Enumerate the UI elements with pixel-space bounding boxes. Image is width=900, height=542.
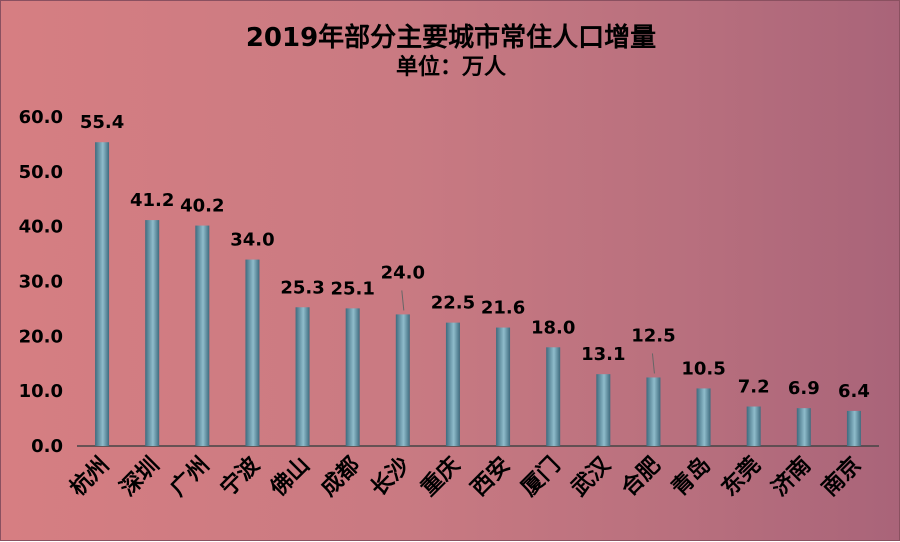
leader-line	[651, 353, 655, 374]
bar	[245, 259, 260, 446]
bar	[295, 307, 310, 446]
y-tick-label: 50.0	[19, 162, 63, 183]
bar	[696, 388, 711, 446]
bar	[646, 377, 661, 446]
x-tick-label: 重庆	[416, 452, 466, 502]
x-tick-label: 青岛	[666, 452, 716, 502]
bar	[746, 406, 761, 446]
x-tick-label: 长沙	[366, 453, 415, 502]
x-tick-label: 西安	[466, 452, 516, 502]
bar	[445, 322, 460, 446]
data-label: 12.5	[631, 325, 675, 346]
data-label: 41.2	[130, 190, 174, 211]
data-label: 7.2	[738, 377, 770, 398]
data-label: 13.1	[581, 344, 625, 365]
data-label: 18.0	[531, 317, 575, 338]
bar	[345, 308, 360, 446]
x-tick-label: 合肥	[616, 452, 666, 502]
x-tick-label: 佛山	[265, 453, 315, 503]
x-tick-label: 厦门	[516, 452, 566, 502]
x-tick-label: 广州	[165, 452, 215, 502]
bar	[846, 410, 861, 446]
data-label: 22.5	[431, 293, 475, 314]
bar	[796, 408, 811, 446]
x-tick-label: 武汉	[567, 452, 616, 501]
y-tick-label: 60.0	[19, 107, 63, 128]
x-tick-label: 杭州	[65, 452, 115, 502]
x-tick-label: 成都	[316, 453, 365, 502]
y-tick-label: 0.0	[31, 436, 63, 457]
y-tick-label: 10.0	[19, 381, 63, 402]
x-tick-label: 东莞	[716, 452, 766, 502]
data-label: 25.1	[330, 278, 374, 299]
bar	[395, 314, 410, 446]
bar	[546, 347, 561, 446]
data-label: 10.5	[681, 358, 725, 379]
data-label: 40.2	[180, 196, 224, 217]
bar	[496, 327, 511, 446]
data-label: 6.9	[788, 378, 820, 399]
x-tick-label: 南京	[817, 452, 867, 502]
data-label: 34.0	[230, 230, 274, 251]
bar	[95, 142, 110, 446]
chart-title: 2019年部分主要城市常住人口增量	[245, 23, 657, 53]
x-tick-label: 宁波	[215, 451, 265, 501]
bar	[145, 220, 160, 446]
bar	[195, 225, 210, 446]
chart-subtitle: 单位：万人	[395, 55, 506, 80]
bar	[596, 374, 611, 446]
y-tick-label: 40.0	[19, 217, 63, 238]
data-label: 55.4	[80, 112, 124, 133]
y-tick-label: 30.0	[19, 272, 63, 293]
data-label: 24.0	[381, 262, 425, 283]
y-tick-label: 20.0	[19, 326, 63, 347]
data-label: 6.4	[838, 381, 870, 402]
data-label: 21.6	[481, 298, 525, 319]
x-tick-label: 深圳	[116, 453, 165, 502]
x-tick-label: 济南	[767, 452, 817, 502]
leader-line	[401, 290, 405, 311]
data-label: 25.3	[280, 277, 324, 298]
